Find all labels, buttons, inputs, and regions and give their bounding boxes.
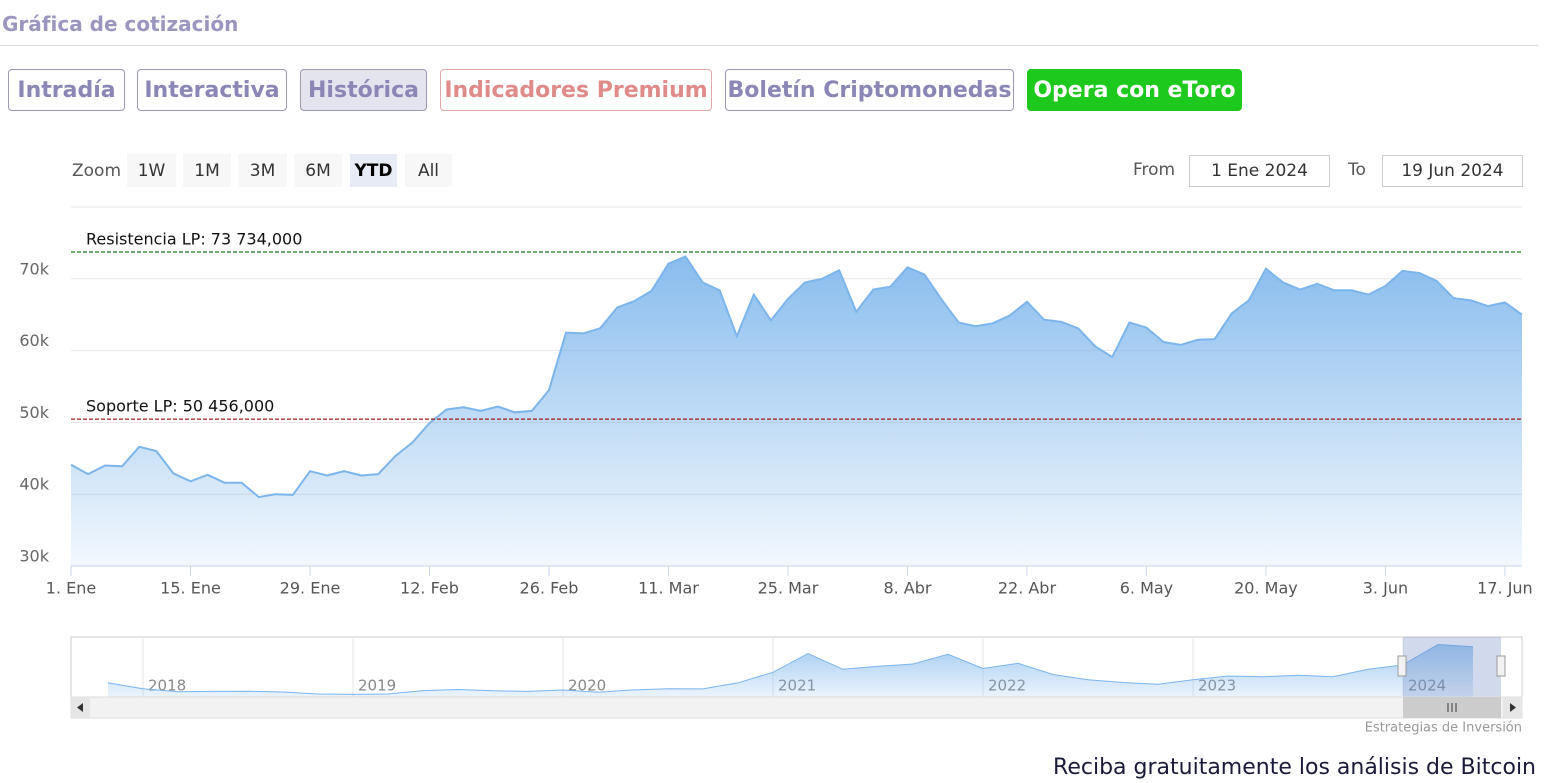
annotation-label: Soporte LP: 50 456,000 — [86, 397, 274, 416]
arrow-right — [1510, 703, 1516, 712]
y-tick-label: 50k — [19, 403, 49, 422]
y-tick-label: 70k — [19, 259, 49, 278]
area-line — [70, 255, 1523, 499]
tab[interactable]: Boletín Criptomonedas — [725, 69, 1014, 111]
scrollbar[interactable] — [70, 696, 1523, 719]
page-title: Gráfica de cotización — [2, 12, 239, 36]
tab[interactable]: Indicadores Premium — [440, 69, 712, 111]
y-tick-label: 30k — [19, 547, 49, 566]
zoom-button[interactable]: 1W — [127, 154, 176, 187]
zoom-button[interactable]: 6M — [294, 154, 342, 187]
divider — [0, 45, 1538, 46]
footer-text: Reciba gratuitamente los análisis de Bit… — [1053, 755, 1536, 780]
arrow-left — [77, 703, 83, 712]
navigator-handle[interactable] — [1496, 655, 1506, 677]
zoom-button[interactable]: All — [405, 154, 452, 187]
thumb-grip — [1447, 703, 1457, 712]
annotation-label: Resistencia LP: 73 734,000 — [86, 229, 302, 248]
x-tick-label: 15. Ene — [160, 579, 221, 598]
navigator-handle[interactable] — [1397, 655, 1407, 677]
to-input[interactable]: 19 Jun 2024 — [1382, 155, 1523, 187]
tab-cta[interactable]: Opera con eToro — [1027, 69, 1242, 111]
x-tick-label: 11. Mar — [638, 579, 699, 598]
x-tick-label: 6. May — [1120, 579, 1173, 598]
x-tick-label: 1. Ene — [46, 579, 96, 598]
x-tick-label: 8. Abr — [883, 579, 931, 598]
area-fill — [71, 256, 1522, 566]
x-tick-label: 22. Abr — [998, 579, 1057, 598]
nav-year-label: 2020 — [568, 677, 606, 695]
to-label: To — [1348, 160, 1366, 180]
x-tick-label: 12. Feb — [400, 579, 459, 598]
tab[interactable]: Intradía — [8, 69, 125, 111]
x-tick-label: 20. May — [1234, 579, 1298, 598]
zoom-button-active[interactable]: YTD — [350, 154, 397, 187]
y-tick-label: 60k — [19, 331, 49, 350]
navigator-selection[interactable] — [1403, 637, 1501, 697]
zoom-button[interactable]: 3M — [238, 154, 287, 187]
x-tick-label: 17. Jun — [1477, 579, 1533, 598]
from-input[interactable]: 1 Ene 2024 — [1189, 155, 1330, 187]
tab[interactable]: Interactiva — [137, 69, 287, 111]
area-fill — [108, 644, 1473, 697]
tab-active[interactable]: Histórica — [300, 69, 427, 111]
from-label: From — [1133, 160, 1176, 180]
nav-year-label: 2019 — [358, 677, 396, 695]
x-tick-label: 25. Mar — [758, 579, 819, 598]
y-tick-label: 40k — [19, 475, 49, 494]
zoom-label: Zoom — [72, 161, 122, 181]
x-tick-label: 29. Ene — [280, 579, 341, 598]
zoom-button[interactable]: 1M — [183, 154, 231, 187]
area-line — [107, 643, 1474, 695]
x-tick-label: 3. Jun — [1363, 579, 1408, 598]
credits: Estrategias de Inversión — [1365, 721, 1522, 736]
x-tick-label: 26. Feb — [520, 579, 579, 598]
